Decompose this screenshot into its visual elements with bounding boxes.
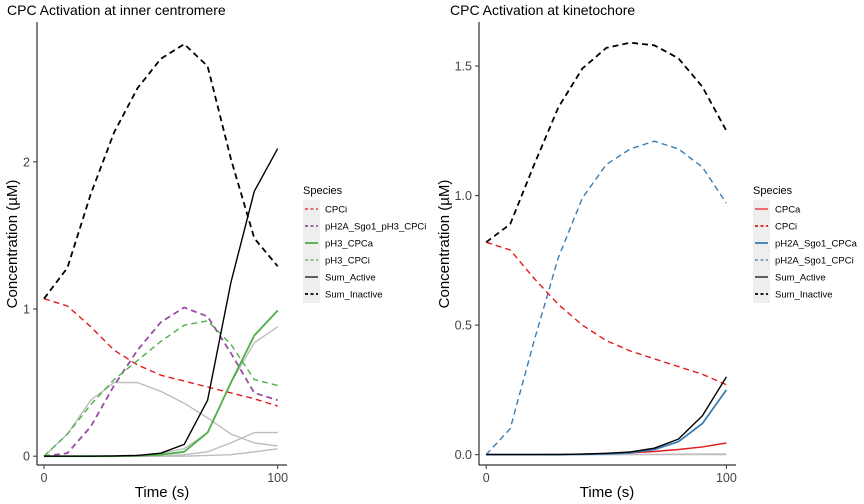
chart-title: CPC Activation at kinetochore [450,2,635,18]
legend-label: Sum_Inactive [775,290,833,301]
chart-title: CPC Activation at inner centromere [7,2,226,18]
x-axis-ticks: 0 100 [41,465,288,485]
legend-label: CPCi [325,205,347,216]
kinetochore-chart: CPC Activation at kinetochore 0.0 0.5 1.0 1… [436,2,858,501]
legend-key-background [753,200,770,303]
y-tick-label: 0 [23,450,30,464]
x-tick-label: 0 [483,471,490,485]
legend: Species CPCa CPCi pH2A_Sgo1_CPCa pH2A_Sgo1_… [753,185,858,303]
series-line-ph3-cpci [43,320,278,457]
series-line-gray-1 [43,381,278,457]
series-line-sum-active [44,148,279,457]
y-axis-label: Concentration (µM) [4,180,21,309]
y-tick-label: 1.0 [455,189,472,203]
y-tick-label: 0.0 [455,448,472,462]
y-axis-ticks: 0.0 0.5 1.0 1.5 [455,60,479,462]
legend: Species CPCi pH2A_Sgo1_pH3_CPCi pH3_CPCa pH… [303,185,426,303]
x-axis-ticks: 0 100 [483,465,737,485]
y-tick-label: 0.5 [455,319,472,333]
x-tick-label: 100 [267,471,288,485]
series-line-sum-inactive [485,41,728,243]
legend-title: Species [753,185,793,197]
y-axis-ticks: 0 1 2 [23,155,37,464]
series-lines [43,43,279,458]
series-line-sum-active [486,376,727,456]
series-line-sum-inactive [43,43,279,300]
legend-label: pH3_CPCa [325,239,374,250]
y-tick-label: 1.5 [455,60,472,74]
legend-label: pH2A_Sgo1_CPCa [775,239,858,250]
x-axis-label: Time (s) [135,484,189,501]
legend-label: Sum_Active [325,273,376,284]
inner-centromere-chart: CPC Activation at inner centromere 0 1 2 0… [4,2,426,501]
legend-label: Sum_Inactive [325,290,383,301]
y-tick-label: 1 [23,302,30,316]
legend-title: Species [303,185,343,197]
series-lines [485,41,728,456]
legend-label: pH3_CPCi [325,256,370,267]
series-line-ph2a-sgo1-cpci [485,140,727,456]
legend-key-background [303,200,320,303]
series-line-ph3-cpca [44,309,279,458]
y-tick-label: 2 [23,155,30,169]
x-tick-label: 100 [716,471,737,485]
legend-label: CPCi [775,222,797,233]
legend-label: pH2A_Sgo1_pH3_CPCi [325,222,426,233]
legend-label: Sum_Active [775,273,826,284]
series-line-cpci [485,241,727,386]
x-axis-label: Time (s) [580,484,634,501]
series-line-ph2a-sgo1-cpca [486,389,728,456]
y-axis-label: Concentration (µM) [436,180,453,309]
legend-label: pH2A_Sgo1_CPCi [775,256,854,267]
series-line-cpci [43,298,278,407]
series-line-ph2a-sgo1-ph3-cpci [43,306,278,458]
legend-label: CPCa [775,205,801,216]
x-tick-label: 0 [41,471,48,485]
